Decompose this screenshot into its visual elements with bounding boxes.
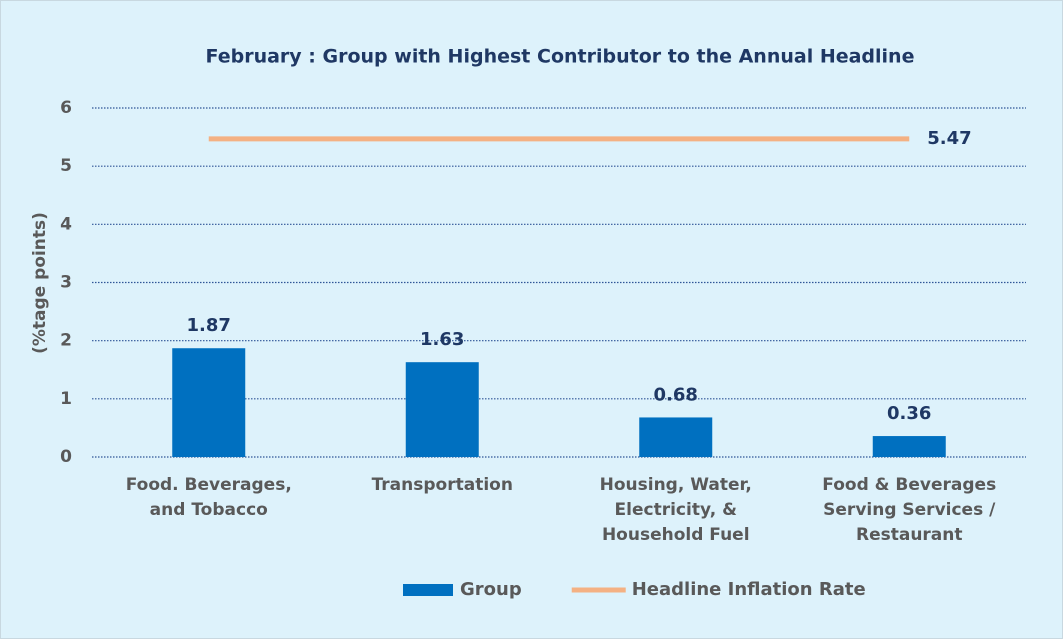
bar [872, 436, 946, 457]
chart-title: February : Group with Highest Contributo… [206, 46, 915, 68]
y-tick-label: 4 [60, 214, 72, 234]
y-axis-label: (%tage points) [30, 212, 50, 354]
data-label: 0.68 [654, 384, 698, 405]
bar [639, 417, 713, 457]
y-tick-label: 0 [60, 447, 72, 467]
y-tick-label: 2 [60, 331, 72, 351]
y-tick-label: 6 [60, 98, 72, 118]
legend-swatch [403, 584, 453, 596]
y-tick-label: 3 [60, 273, 72, 293]
bar [405, 362, 479, 457]
data-label: 1.87 [187, 315, 231, 336]
bar [172, 348, 246, 457]
legend-label: Headline Inflation Rate [632, 579, 866, 600]
x-tick-label: Food & Beverages Serving Services / Restau… [822, 475, 996, 545]
x-tick-label: Food. Beverages, and Tobacco [126, 475, 292, 520]
x-tick-label: Transportation [372, 475, 513, 495]
y-tick-label: 1 [60, 389, 72, 409]
data-label: 1.63 [420, 329, 464, 350]
y-tick-label: 5 [60, 156, 72, 176]
data-label: 0.36 [887, 403, 931, 424]
data-label: 5.47 [927, 128, 971, 149]
legend-label: Group [460, 579, 522, 600]
x-tick-label: Housing, Water, Electricity, & Household F… [600, 475, 752, 545]
